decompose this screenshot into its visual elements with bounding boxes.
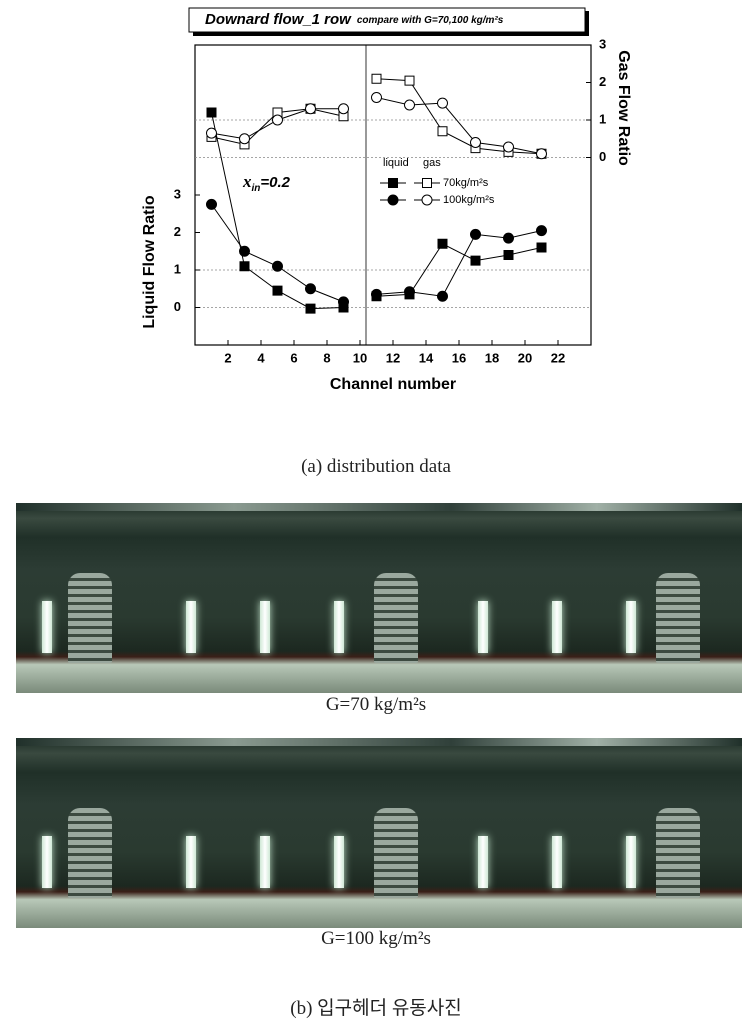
y-tick-label: 3 bbox=[174, 186, 181, 201]
x-tick-label: 8 bbox=[323, 350, 330, 365]
marker bbox=[371, 288, 382, 300]
marker bbox=[371, 73, 382, 84]
y2-axis-label: Gas Flow Ratio bbox=[615, 50, 632, 166]
marker bbox=[503, 232, 514, 244]
marker bbox=[305, 103, 316, 115]
y-tick-label: 2 bbox=[174, 224, 181, 239]
marker bbox=[437, 97, 448, 109]
marker bbox=[421, 194, 433, 206]
x-tick-label: 2 bbox=[224, 350, 231, 365]
chart: Downard flow_1 row compare with G=70,100 … bbox=[141, 7, 632, 393]
photo-caption: G=100 kg/m²s bbox=[321, 928, 431, 949]
x-tick-label: 22 bbox=[551, 350, 565, 365]
marker bbox=[388, 178, 398, 188]
gas-line bbox=[211, 78, 542, 155]
photo-caption: G=70 kg/m²s bbox=[325, 694, 427, 715]
annotation: xin=0.2 bbox=[242, 172, 291, 194]
gas-line bbox=[211, 97, 542, 155]
photo-rim bbox=[16, 503, 742, 511]
y-axis-label: Liquid Flow Ratio bbox=[141, 195, 158, 329]
y-tick-label: 0 bbox=[174, 299, 181, 314]
x-tick-label: 16 bbox=[452, 350, 466, 365]
y2-tick-label: 0 bbox=[599, 149, 606, 164]
caption-b: (b) 입구헤더 유동사진 bbox=[290, 998, 462, 1019]
marker bbox=[536, 148, 547, 160]
marker bbox=[272, 260, 283, 272]
photo bbox=[16, 738, 742, 928]
liquid-line bbox=[211, 112, 542, 310]
marker bbox=[206, 127, 217, 139]
marker bbox=[387, 194, 399, 206]
y2-tick-label: 3 bbox=[599, 36, 606, 51]
marker bbox=[338, 103, 349, 115]
marker bbox=[239, 133, 250, 145]
x-tick-label: 10 bbox=[353, 350, 367, 365]
photo-rim bbox=[16, 738, 742, 746]
y2-tick-label: 1 bbox=[599, 111, 606, 126]
marker bbox=[422, 178, 432, 188]
marker bbox=[206, 198, 217, 210]
legend-label: 100kg/m²s bbox=[443, 194, 495, 206]
marker bbox=[503, 250, 514, 260]
marker bbox=[437, 238, 448, 249]
marker bbox=[239, 245, 250, 257]
marker bbox=[404, 75, 415, 86]
title-box bbox=[188, 7, 586, 33]
marker bbox=[536, 225, 547, 237]
caption-a: (a) distribution data bbox=[301, 456, 451, 477]
x-tick-label: 12 bbox=[386, 350, 400, 365]
chart-title: Downard flow_1 row compare with G=70,100 … bbox=[205, 11, 504, 28]
photo bbox=[16, 503, 742, 693]
legend-label: 70kg/m²s bbox=[443, 177, 489, 189]
annotation-text: =0.2 bbox=[260, 174, 290, 191]
marker bbox=[536, 242, 547, 253]
marker bbox=[338, 296, 349, 308]
title-sub: compare with G=70,100 kg/m²s bbox=[357, 15, 504, 26]
legend-header: gas bbox=[423, 157, 441, 169]
x-tick-label: 18 bbox=[485, 350, 499, 365]
legend-header: liquid bbox=[383, 157, 409, 169]
marker bbox=[470, 137, 481, 148]
marker bbox=[470, 228, 481, 240]
y2-tick-label: 2 bbox=[599, 74, 606, 89]
marker bbox=[206, 107, 217, 118]
marker bbox=[470, 255, 481, 266]
marker bbox=[272, 285, 283, 296]
x-tick-label: 20 bbox=[518, 350, 532, 365]
marker bbox=[437, 126, 448, 137]
marker bbox=[305, 283, 316, 295]
title-main: Downard flow_1 row bbox=[205, 11, 352, 28]
marker bbox=[371, 92, 382, 103]
x-tick-label: 4 bbox=[257, 350, 265, 365]
annotation-subscript: in bbox=[252, 183, 261, 194]
x-tick-label: 14 bbox=[419, 350, 434, 365]
x-tick-label: 6 bbox=[290, 350, 297, 365]
marker bbox=[305, 303, 316, 314]
marker bbox=[437, 290, 448, 302]
marker bbox=[404, 286, 415, 298]
y-tick-label: 1 bbox=[174, 261, 181, 276]
x-axis-label: Channel number bbox=[330, 376, 456, 393]
liquid-line bbox=[211, 204, 542, 303]
marker bbox=[404, 99, 415, 111]
marker bbox=[272, 114, 283, 126]
marker bbox=[239, 261, 250, 272]
marker bbox=[503, 141, 514, 153]
annotation-symbol: x bbox=[242, 172, 252, 191]
